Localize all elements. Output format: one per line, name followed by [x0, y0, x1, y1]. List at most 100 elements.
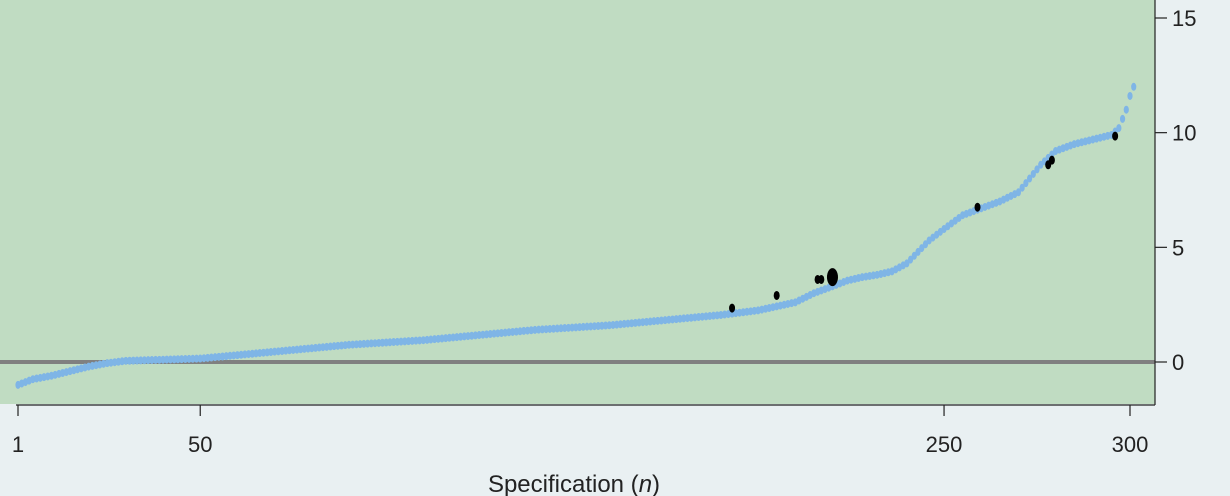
x-tick-label: 300 [1112, 432, 1149, 457]
series-point [904, 259, 910, 268]
highlighted-point [773, 290, 780, 300]
series-point [707, 312, 713, 321]
series-point [394, 337, 400, 346]
series-point [710, 311, 717, 320]
series-point [1023, 179, 1029, 188]
series-point [576, 323, 583, 332]
series-point [320, 343, 326, 352]
series-point [699, 312, 705, 321]
series-point [353, 340, 360, 349]
series-point [268, 348, 274, 357]
series-point [294, 345, 300, 354]
highlighted-point [729, 303, 736, 313]
series-point [108, 358, 114, 367]
series-point [134, 356, 140, 365]
series-point [1123, 105, 1129, 114]
series-point [692, 313, 698, 322]
series-point [573, 323, 579, 332]
series-point [498, 328, 505, 337]
series-point [751, 306, 757, 315]
series-point [231, 351, 237, 360]
x-ticks: 1 50 250 300 [12, 405, 1148, 457]
series-point [517, 327, 523, 336]
x-axis-title-close-paren: ) [652, 471, 660, 496]
series-point [145, 356, 151, 365]
series-point [662, 316, 668, 325]
series-point [610, 320, 616, 329]
series-point [431, 335, 438, 344]
series-point [480, 330, 486, 339]
series-point [272, 347, 278, 356]
series-point [922, 240, 929, 249]
series-point [160, 355, 166, 364]
series-point [543, 325, 549, 334]
series-point [439, 334, 445, 343]
series-point [335, 341, 341, 350]
series-point [915, 247, 921, 256]
series-point [309, 344, 315, 353]
series-point [312, 343, 319, 352]
series-point [736, 308, 743, 317]
series-point [617, 320, 624, 329]
highlighted-point [1048, 155, 1055, 165]
series-point [584, 322, 590, 331]
series-point [290, 345, 296, 354]
series-point [216, 352, 222, 361]
x-axis-title: Specification (n) [488, 471, 660, 496]
y-ticks: 0 5 10 15 [1155, 6, 1196, 375]
series-point [536, 325, 542, 334]
series-point [126, 356, 133, 365]
series-point [179, 355, 185, 364]
series-point [655, 316, 661, 325]
series-point [364, 339, 371, 348]
series-point [558, 324, 564, 333]
series-point [588, 322, 594, 331]
highlighted-point [826, 268, 838, 287]
highlighted-points [729, 131, 1119, 313]
series-point [249, 349, 255, 358]
series-point [361, 339, 367, 348]
series-point [457, 332, 464, 341]
series-point [569, 323, 575, 332]
y-tick-label: 10 [1172, 121, 1196, 146]
series-point [907, 255, 914, 264]
series-point [744, 307, 750, 316]
x-tick-label: 50 [188, 432, 212, 457]
series-point [420, 336, 426, 345]
series-point [376, 338, 382, 347]
series-point [428, 335, 434, 344]
series-point [1015, 188, 1022, 197]
series-point [212, 353, 218, 362]
series-point [197, 354, 203, 363]
series-point [234, 351, 241, 360]
series-point [167, 355, 174, 364]
series-point [383, 338, 389, 347]
series-point [606, 321, 612, 330]
series-point [722, 310, 728, 319]
series-point [104, 359, 110, 368]
series-point [372, 339, 378, 348]
series-point [391, 338, 397, 347]
series-point [205, 353, 211, 362]
series-point [629, 319, 635, 328]
y-tick-label: 5 [1172, 235, 1184, 260]
series-point [1034, 165, 1040, 174]
series-point [275, 347, 281, 356]
series-point [331, 342, 337, 351]
series-point [219, 352, 226, 361]
series-point [123, 356, 129, 365]
plot-background [0, 0, 1155, 404]
series-point [387, 338, 393, 347]
series-point [673, 315, 679, 324]
highlighted-point [1112, 131, 1119, 141]
series-point [640, 318, 646, 327]
series-point [621, 319, 627, 328]
series-point [1116, 124, 1122, 133]
series-point [190, 354, 196, 363]
series-point [446, 333, 453, 342]
series-point [260, 348, 267, 357]
series-point [424, 335, 430, 344]
series-point [461, 332, 467, 341]
series-point [1030, 169, 1036, 178]
